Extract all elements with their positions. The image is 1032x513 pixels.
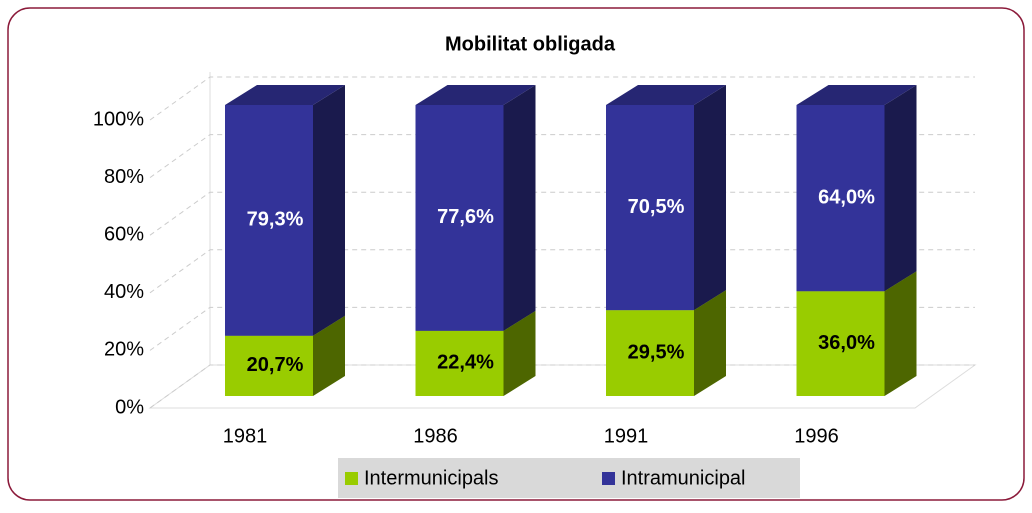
y-tick-label: 40% bbox=[104, 281, 144, 303]
bar-side bbox=[503, 85, 536, 331]
y-tick-label: 20% bbox=[104, 339, 144, 361]
bar-front bbox=[415, 105, 504, 331]
bar-top bbox=[606, 85, 726, 105]
bar-side bbox=[884, 85, 917, 292]
x-tick-label: 1986 bbox=[413, 425, 458, 447]
bar-front bbox=[796, 105, 885, 292]
bar-front bbox=[606, 105, 694, 311]
data-label: 29,5% bbox=[628, 341, 685, 363]
grid-line bbox=[149, 76, 975, 121]
bar-front bbox=[225, 105, 313, 336]
grid-line bbox=[149, 249, 975, 294]
y-tick-label: 0% bbox=[115, 396, 144, 418]
data-label: 20,7% bbox=[247, 354, 304, 376]
bar-front bbox=[415, 330, 504, 396]
y-tick-label: 100% bbox=[93, 108, 144, 130]
legend-box bbox=[338, 458, 800, 498]
grid-line bbox=[149, 364, 975, 409]
legend-swatch bbox=[345, 472, 358, 485]
bar-side bbox=[694, 290, 726, 396]
bar-front bbox=[606, 310, 694, 396]
bar-top bbox=[225, 85, 345, 105]
data-label: 36,0% bbox=[818, 332, 875, 354]
grid-line bbox=[149, 306, 975, 351]
data-label: 77,6% bbox=[437, 206, 494, 228]
bar-side bbox=[884, 271, 917, 396]
y-tick-label: 80% bbox=[104, 166, 144, 188]
bar-top bbox=[415, 85, 536, 105]
bar-top bbox=[796, 85, 917, 105]
bar-side bbox=[694, 85, 726, 311]
data-label: 70,5% bbox=[628, 196, 685, 218]
legend-label: Intramunicipal bbox=[621, 467, 746, 489]
bars: 1981 20,7% 79,3% 1986 22,4% 77,6% 1991 29,5% 70,… bbox=[223, 85, 917, 447]
grid-line bbox=[149, 134, 975, 179]
legend-swatch bbox=[602, 472, 615, 485]
bar-front bbox=[796, 291, 885, 396]
grid: 0% 20% 40% 60% 80% 100% bbox=[93, 72, 977, 418]
data-label: 64,0% bbox=[818, 186, 875, 208]
bar-side bbox=[503, 310, 536, 396]
y-tick-label: 60% bbox=[104, 223, 144, 245]
data-label: 22,4% bbox=[437, 352, 494, 374]
x-tick-label: 1996 bbox=[794, 425, 839, 447]
bar-side bbox=[313, 315, 345, 396]
x-tick-label: 1981 bbox=[223, 425, 268, 447]
bar-side bbox=[313, 85, 345, 336]
legend-label: Intermunicipals bbox=[364, 467, 499, 489]
x-tick-label: 1991 bbox=[604, 425, 649, 447]
chart-title: Mobilitat obligada bbox=[445, 33, 616, 55]
grid-line bbox=[149, 191, 975, 236]
data-label: 79,3% bbox=[247, 209, 304, 231]
bar-front bbox=[225, 335, 313, 396]
